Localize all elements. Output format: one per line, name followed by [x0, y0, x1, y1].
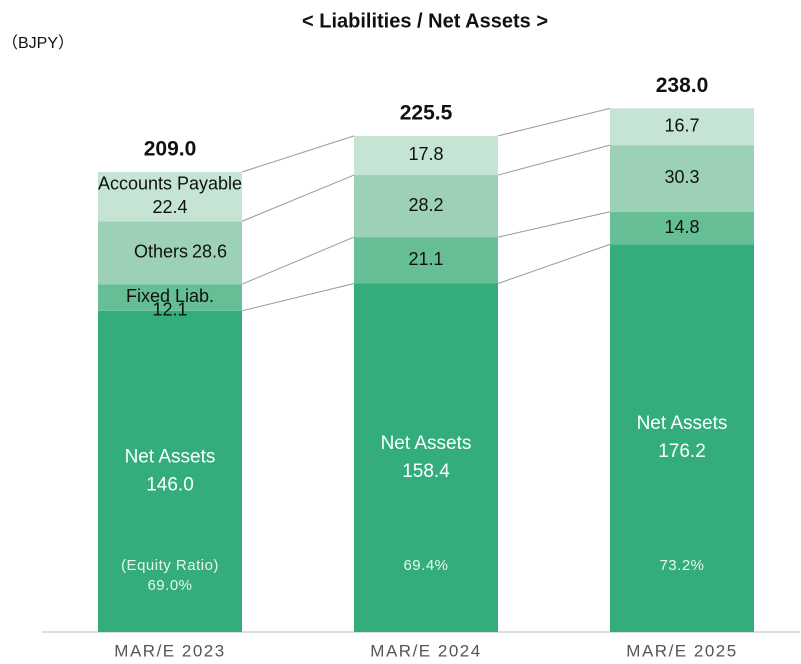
- value-label: 28.2: [408, 195, 443, 215]
- value-label: 21.1: [408, 249, 443, 269]
- series-name-label: Others: [134, 241, 188, 261]
- equity-ratio-name: (Equity Ratio): [121, 557, 219, 574]
- bar-segment: [610, 244, 754, 633]
- total-label: 238.0: [656, 74, 709, 97]
- bar-segment: [610, 108, 754, 146]
- connector-line: [497, 107, 611, 137]
- series-name-label: Net Assets: [637, 413, 728, 434]
- value-label: 14.8: [664, 217, 699, 237]
- connector-line: [497, 144, 611, 176]
- bar-segment: [610, 211, 754, 245]
- value-label: 158.4: [402, 461, 450, 482]
- series-name-label: Accounts Payable: [98, 174, 242, 194]
- chart-title: < Liabilities / Net Assets >: [302, 10, 548, 32]
- value-label: 17.8: [408, 144, 443, 164]
- series-name-label: Net Assets: [125, 446, 216, 467]
- value-label: 12.1: [152, 300, 187, 320]
- connector-line: [241, 174, 355, 222]
- value-label: 176.2: [658, 441, 706, 462]
- x-tick-label: MAR/E 2023: [114, 641, 225, 660]
- connector-line: [241, 283, 355, 312]
- value-label: 16.7: [664, 116, 699, 136]
- bar-segment: [354, 283, 498, 632]
- value-label: 22.4: [152, 197, 187, 217]
- bar-segment: [354, 135, 498, 176]
- bar-segment: [98, 284, 242, 311]
- value-label: 146.0: [146, 474, 194, 495]
- connector-line: [241, 236, 355, 285]
- series-name-label: Net Assets: [381, 433, 472, 454]
- equity-ratio-label: 69.0%: [147, 577, 192, 594]
- connector-line: [497, 211, 611, 238]
- bar-segment: [610, 145, 754, 212]
- connector-line: [497, 243, 611, 284]
- value-label: 28.6: [192, 241, 227, 261]
- connector-line: [241, 135, 355, 173]
- total-label: 225.5: [400, 101, 453, 124]
- equity-ratio-label: 69.4%: [403, 557, 448, 574]
- unit-label: （BJPY）: [2, 34, 74, 52]
- series-name-label: Fixed Liab.: [126, 286, 214, 306]
- bar-segment: [354, 175, 498, 238]
- bar-segment: [98, 171, 242, 222]
- total-label: 209.0: [144, 138, 197, 161]
- x-tick-label: MAR/E 2025: [626, 641, 737, 660]
- x-tick-label: MAR/E 2024: [370, 641, 481, 660]
- value-label: 30.3: [664, 167, 699, 187]
- bar-segment: [98, 310, 242, 632]
- bar-segment: [354, 237, 498, 284]
- bar-segment: [98, 221, 242, 285]
- equity-ratio-label: 73.2%: [659, 557, 704, 574]
